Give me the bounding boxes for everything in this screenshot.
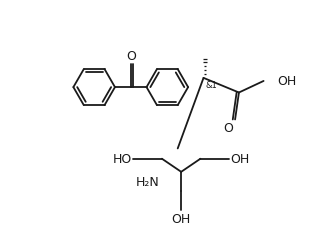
Text: H₂N: H₂N	[136, 175, 160, 188]
Text: OH: OH	[172, 212, 191, 225]
Text: O: O	[224, 121, 233, 135]
Text: HO: HO	[113, 153, 132, 166]
Text: O: O	[126, 50, 136, 63]
Text: OH: OH	[278, 75, 297, 88]
Text: OH: OH	[230, 153, 250, 166]
Text: &1: &1	[206, 81, 217, 90]
